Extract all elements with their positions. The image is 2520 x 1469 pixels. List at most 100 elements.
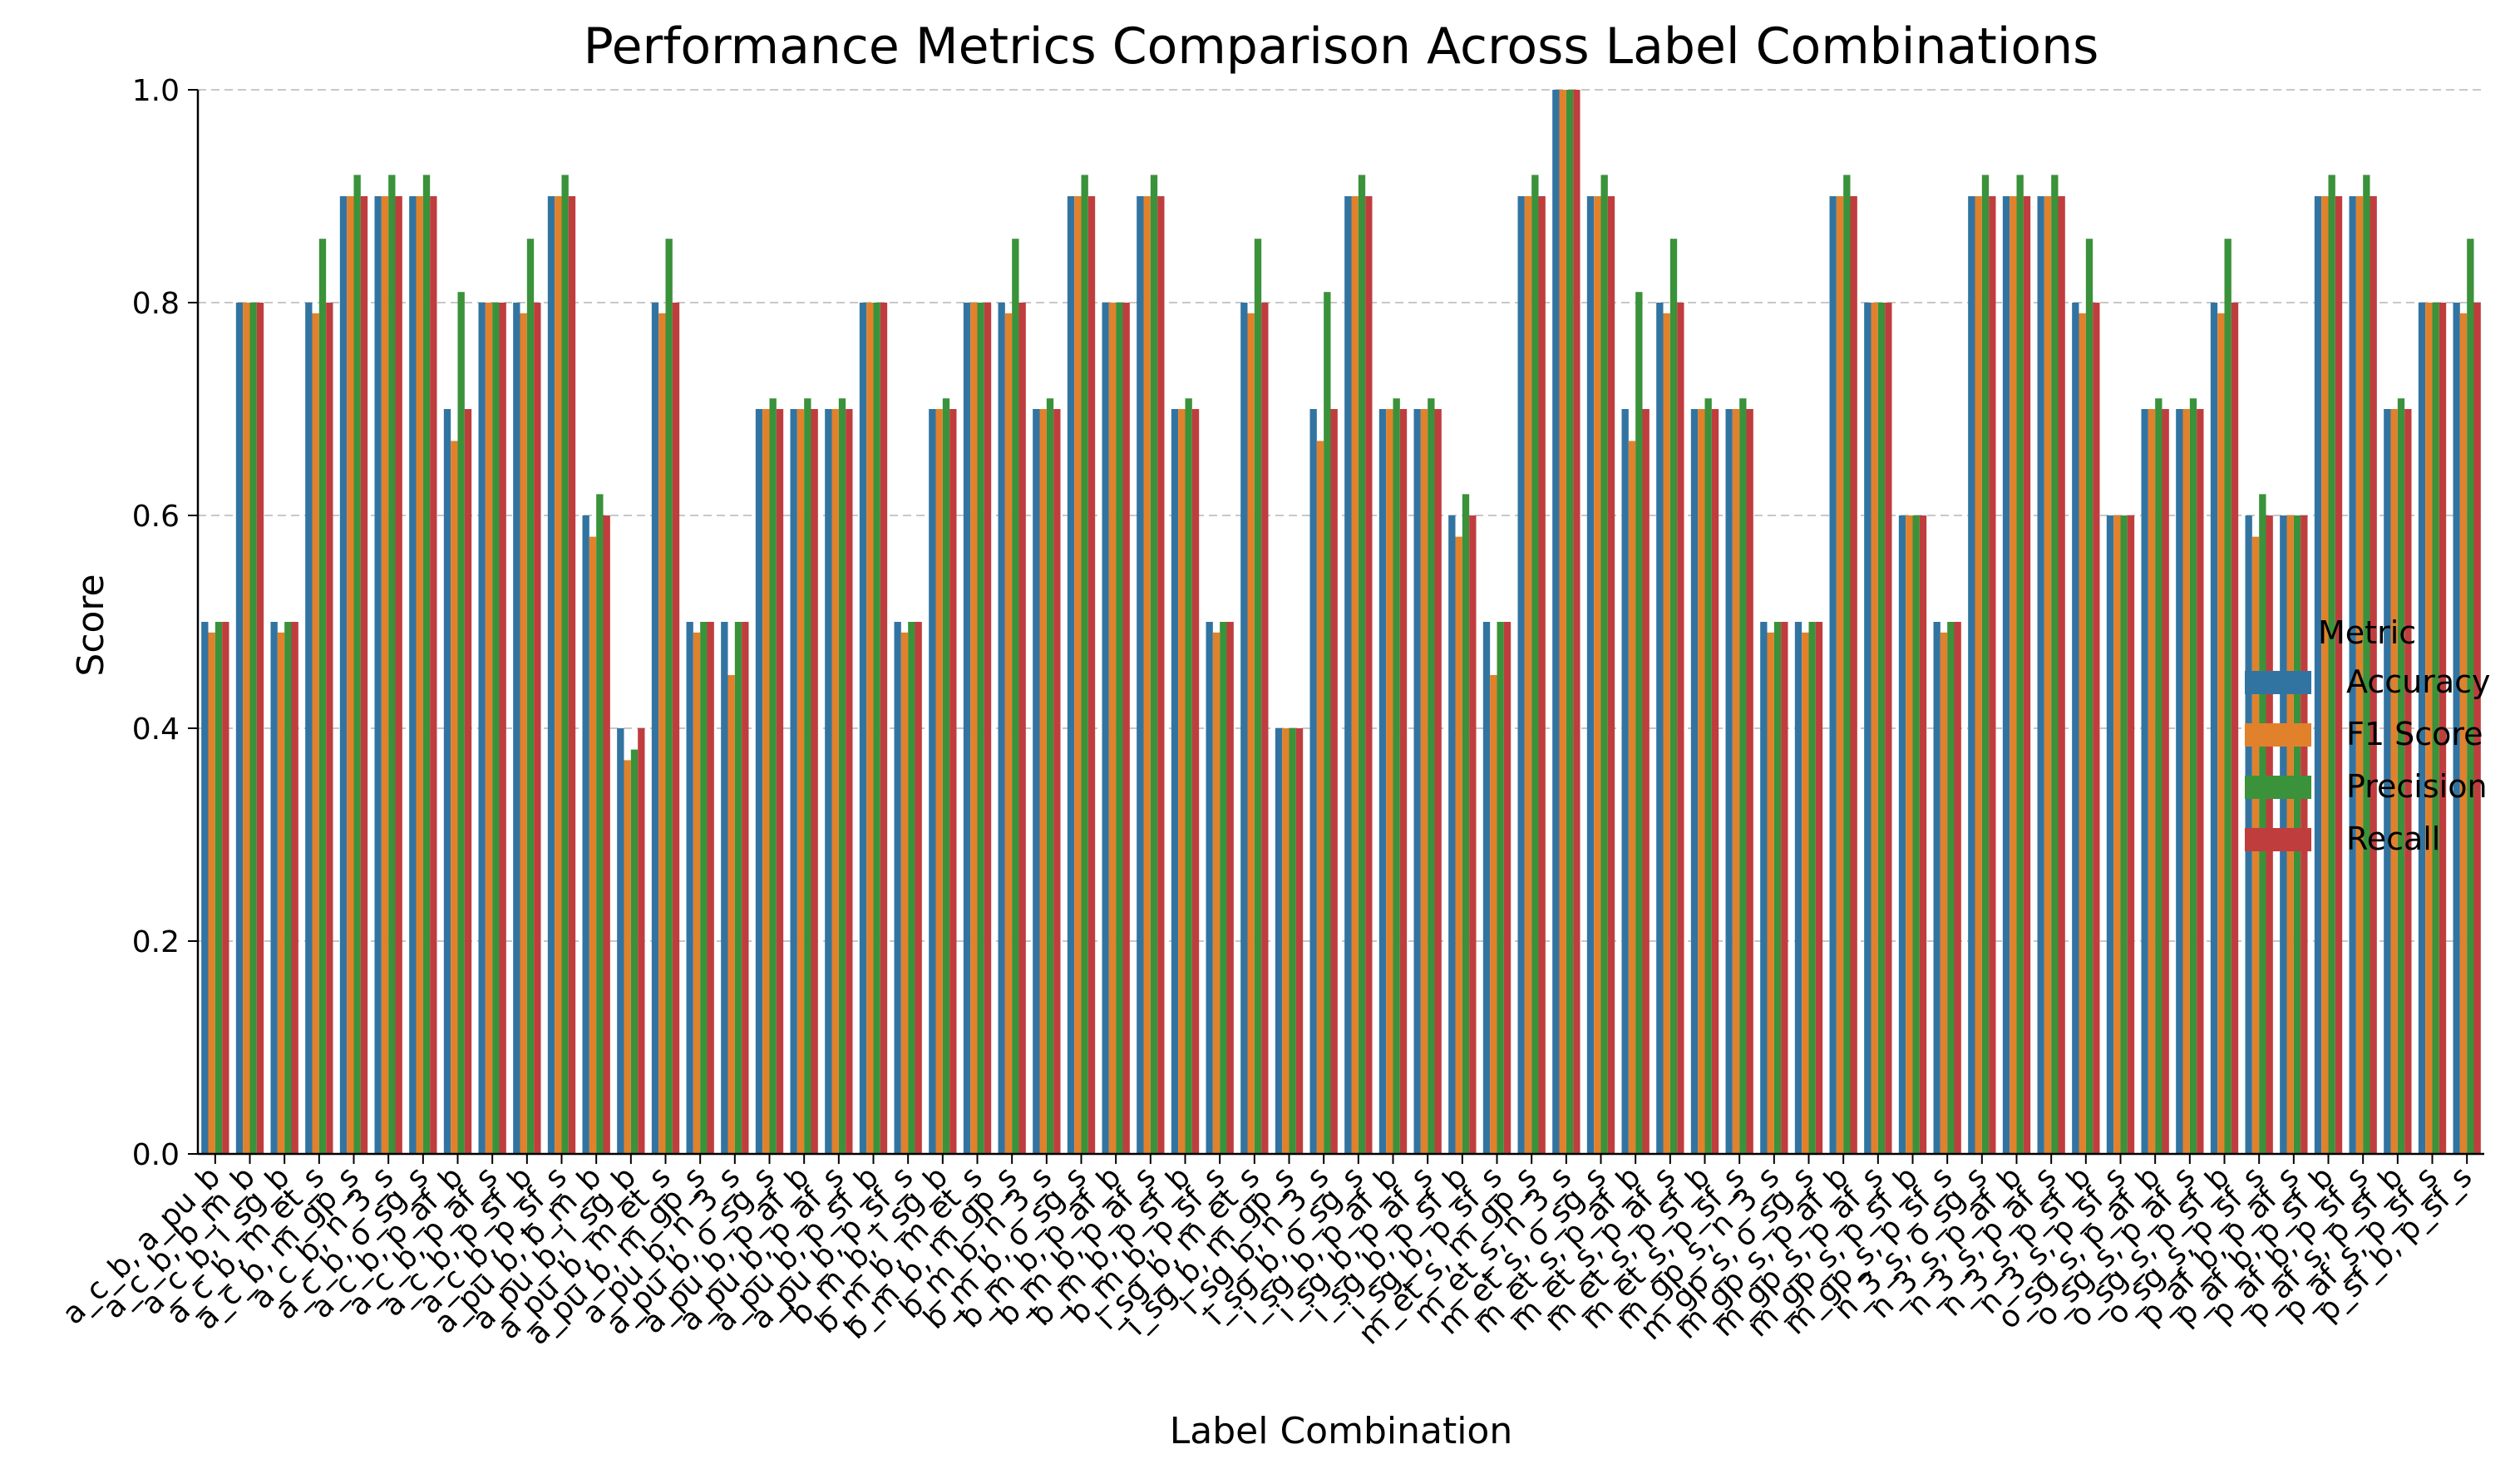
bar-accuracy: [1482, 622, 1491, 1154]
bar-precision: [526, 239, 535, 1155]
bar-precision: [1081, 175, 1088, 1154]
bar-accuracy: [1760, 622, 1768, 1154]
bar-accuracy: [201, 622, 209, 1154]
bar-recall: [2231, 303, 2239, 1154]
bar-recall: [1018, 303, 1026, 1154]
bar-accuracy: [1517, 196, 1525, 1154]
bar-recall: [360, 196, 368, 1154]
bar-f1-score: [1559, 90, 1566, 1154]
bar-accuracy: [339, 196, 348, 1154]
bar-precision: [838, 398, 846, 1154]
bar-f1-score: [416, 196, 423, 1154]
bar-accuracy: [1448, 515, 1456, 1154]
plot-bars: [201, 90, 2481, 1155]
bar-recall: [1295, 728, 1304, 1154]
bar-accuracy: [374, 196, 382, 1154]
bar-recall: [1434, 409, 1442, 1154]
bar-accuracy: [1898, 515, 1906, 1154]
bar-f1-score: [277, 632, 285, 1154]
bar-accuracy: [1378, 409, 1387, 1154]
bar-recall: [1469, 515, 1477, 1154]
bar-accuracy: [2176, 409, 2183, 1154]
bar-recall: [2404, 409, 2412, 1154]
bar-recall: [1053, 409, 1061, 1154]
bar-recall: [2439, 303, 2447, 1154]
bar-accuracy: [235, 303, 244, 1154]
bar-f1-score: [1732, 409, 1740, 1154]
bar-accuracy: [1933, 622, 1941, 1154]
bar-recall: [1226, 622, 1234, 1154]
bar-precision: [630, 749, 639, 1154]
bar-recall: [256, 303, 264, 1154]
bar-f1-score: [2459, 313, 2468, 1154]
bar-recall: [1781, 622, 1788, 1154]
bar-accuracy: [2072, 303, 2079, 1154]
bar-precision: [1324, 292, 1331, 1155]
bar-recall: [742, 622, 749, 1154]
bar-f1-score: [589, 536, 597, 1154]
bar-accuracy: [1033, 409, 1040, 1154]
bar-recall: [1087, 196, 1096, 1154]
bar-accuracy: [2106, 515, 2114, 1154]
bar-accuracy: [929, 409, 936, 1154]
bar-precision: [1185, 398, 1192, 1154]
bar-accuracy: [1102, 303, 1109, 1154]
bar-f1-score: [2044, 196, 2052, 1154]
bar-precision: [1600, 175, 1608, 1154]
bar-f1-score: [1282, 728, 1290, 1154]
bar-precision: [1462, 494, 1470, 1154]
bar-precision: [1912, 515, 1920, 1154]
bar-recall: [2058, 196, 2065, 1154]
bar-precision: [908, 622, 915, 1154]
bar-f1-score: [1594, 196, 1601, 1154]
bar-recall: [1815, 622, 1823, 1154]
bar-recall: [1573, 90, 1581, 1154]
bar-accuracy: [2418, 303, 2426, 1154]
bar-f1-score: [1802, 632, 1809, 1154]
bar-f1-score: [1663, 313, 1670, 1154]
bar-f1-score: [1247, 313, 1255, 1154]
bar-f1-score: [1455, 536, 1462, 1154]
y-tick-label: 0.4: [132, 712, 180, 747]
bar-accuracy: [651, 303, 659, 1154]
bar-f1-score: [451, 441, 458, 1154]
bar-f1-score: [555, 196, 562, 1154]
bar-recall: [915, 622, 922, 1154]
bar-f1-score: [2113, 515, 2121, 1154]
bar-recall: [707, 622, 714, 1154]
bar-precision: [1739, 398, 1747, 1154]
bar-accuracy: [1586, 196, 1595, 1154]
bar-precision: [1843, 175, 1851, 1154]
bar-f1-score: [208, 632, 215, 1154]
bar-accuracy: [998, 303, 1005, 1154]
bar-accuracy: [963, 303, 971, 1154]
bar-precision: [2397, 398, 2405, 1154]
bar-accuracy: [1344, 196, 1352, 1154]
bar-f1-score: [2425, 303, 2433, 1154]
bar-f1-score: [831, 409, 839, 1154]
y-axis: 0.0 0.2 0.4 0.6 0.8 1.0: [132, 74, 200, 1172]
bar-f1-score: [520, 313, 527, 1154]
bar-f1-score: [2148, 409, 2156, 1154]
bar-accuracy: [617, 728, 624, 1154]
bar-accuracy: [2141, 409, 2148, 1154]
bar-precision: [2016, 175, 2024, 1154]
bar-accuracy: [1240, 303, 1248, 1154]
bar-recall: [499, 303, 506, 1154]
bar-f1-score: [243, 303, 250, 1154]
bar-f1-score: [935, 409, 943, 1154]
bar-f1-score: [624, 760, 631, 1154]
bar-recall: [326, 303, 333, 1154]
legend-label: F1 Score: [2346, 716, 2483, 752]
bar-accuracy: [1690, 409, 1699, 1154]
y-tick-label: 0.0: [132, 1138, 180, 1172]
bar-recall: [1538, 196, 1546, 1154]
bar-precision: [2120, 515, 2128, 1154]
bar-f1-score: [2182, 409, 2190, 1154]
bar-recall: [1191, 409, 1200, 1154]
bar-accuracy: [1864, 303, 1872, 1154]
bar-precision: [1012, 239, 1019, 1155]
legend-label: Precision: [2346, 768, 2488, 805]
bar-f1-score: [2321, 196, 2329, 1154]
bar-accuracy: [305, 303, 313, 1154]
